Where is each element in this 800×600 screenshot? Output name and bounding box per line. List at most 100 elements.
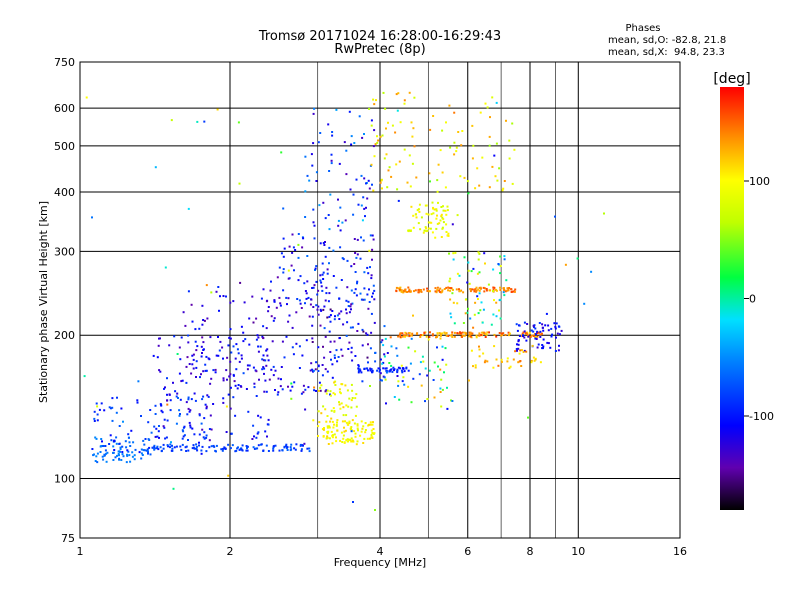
echo-point — [319, 324, 322, 327]
echo-point — [459, 290, 462, 293]
echo-point — [320, 412, 323, 415]
echo-point — [181, 429, 184, 432]
echo-point — [603, 212, 605, 215]
echo-point — [309, 303, 312, 306]
echo-point — [348, 422, 351, 425]
echo-point — [554, 327, 557, 330]
echo-point — [312, 208, 315, 211]
echo-point — [317, 313, 320, 316]
echo-point — [326, 316, 329, 319]
echo-point — [236, 387, 239, 390]
echo-point — [169, 409, 172, 412]
echo-point — [366, 367, 369, 370]
echo-point — [391, 124, 394, 127]
echo-point — [343, 141, 346, 144]
echo-point — [495, 289, 498, 292]
echo-point — [376, 141, 379, 144]
echo-point — [282, 207, 285, 210]
echo-point — [318, 204, 321, 207]
echo-point — [112, 445, 115, 448]
echo-point — [468, 282, 471, 285]
echo-point — [413, 145, 416, 148]
echo-point — [127, 433, 130, 436]
echo-point — [118, 425, 121, 427]
echo-point — [154, 413, 157, 415]
echo-point — [272, 449, 275, 452]
echo-point — [529, 335, 532, 338]
echo-point — [160, 409, 163, 412]
echo-point — [240, 325, 243, 328]
echo-point — [434, 287, 437, 290]
echo-point — [361, 344, 364, 347]
echo-point — [331, 310, 334, 312]
echo-point — [369, 367, 372, 370]
echo-point — [176, 392, 179, 395]
echo-point — [189, 426, 192, 429]
echo-point — [510, 291, 513, 293]
echo-point — [282, 268, 285, 271]
echo-point — [462, 322, 465, 324]
echo-point — [201, 336, 204, 339]
echo-point — [459, 175, 462, 178]
echo-point — [356, 440, 359, 443]
echo-point — [410, 337, 413, 340]
echo-point — [383, 157, 386, 160]
echo-point — [179, 398, 182, 401]
echo-point — [279, 385, 282, 388]
echo-point — [361, 136, 364, 139]
echo-point — [345, 334, 348, 337]
echo-point — [204, 369, 207, 372]
echo-point — [324, 408, 327, 411]
echo-point — [210, 445, 213, 448]
echo-point — [526, 323, 529, 325]
echo-point — [524, 332, 527, 335]
echo-point — [156, 356, 159, 359]
echo-point — [185, 381, 188, 384]
echo-point — [446, 205, 449, 208]
echo-point — [503, 255, 506, 258]
echo-point — [331, 131, 334, 133]
echo-point — [222, 447, 224, 450]
echo-point — [442, 209, 445, 212]
echo-point — [322, 405, 325, 408]
echo-point — [440, 213, 443, 216]
echo-point — [509, 365, 512, 368]
echo-point — [136, 401, 139, 404]
echo-point — [350, 308, 352, 311]
plot-border — [79, 61, 681, 539]
echo-point — [317, 389, 320, 392]
echo-point — [164, 437, 167, 440]
echo-point — [346, 321, 349, 324]
echo-point — [243, 301, 246, 304]
echo-point — [128, 454, 131, 457]
echo-point — [280, 378, 282, 381]
echo-point — [292, 353, 295, 356]
phase-stats-header: Phases — [625, 23, 660, 34]
echo-point — [436, 214, 438, 217]
echo-point — [366, 266, 369, 269]
echo-point — [212, 403, 215, 405]
echo-point — [545, 312, 548, 315]
echo-point — [295, 311, 298, 314]
echo-point — [381, 339, 384, 342]
echo-point — [467, 269, 470, 272]
echo-point — [148, 439, 151, 441]
echo-point — [475, 336, 478, 339]
echo-point — [152, 446, 155, 449]
echo-point — [354, 435, 357, 438]
echo-point — [346, 259, 349, 262]
echo-point — [341, 354, 344, 357]
y-tick-label: 100 — [54, 473, 75, 486]
echo-point — [325, 389, 328, 392]
echo-point — [266, 348, 269, 351]
echo-point — [227, 393, 230, 396]
echo-point — [536, 335, 539, 338]
echo-point — [272, 365, 275, 368]
echo-point — [403, 102, 406, 105]
echo-point — [313, 107, 316, 110]
echo-point — [314, 269, 316, 271]
echo-point — [355, 443, 358, 446]
echo-point — [444, 347, 447, 350]
echo-point — [170, 441, 172, 444]
echo-point — [118, 457, 121, 460]
